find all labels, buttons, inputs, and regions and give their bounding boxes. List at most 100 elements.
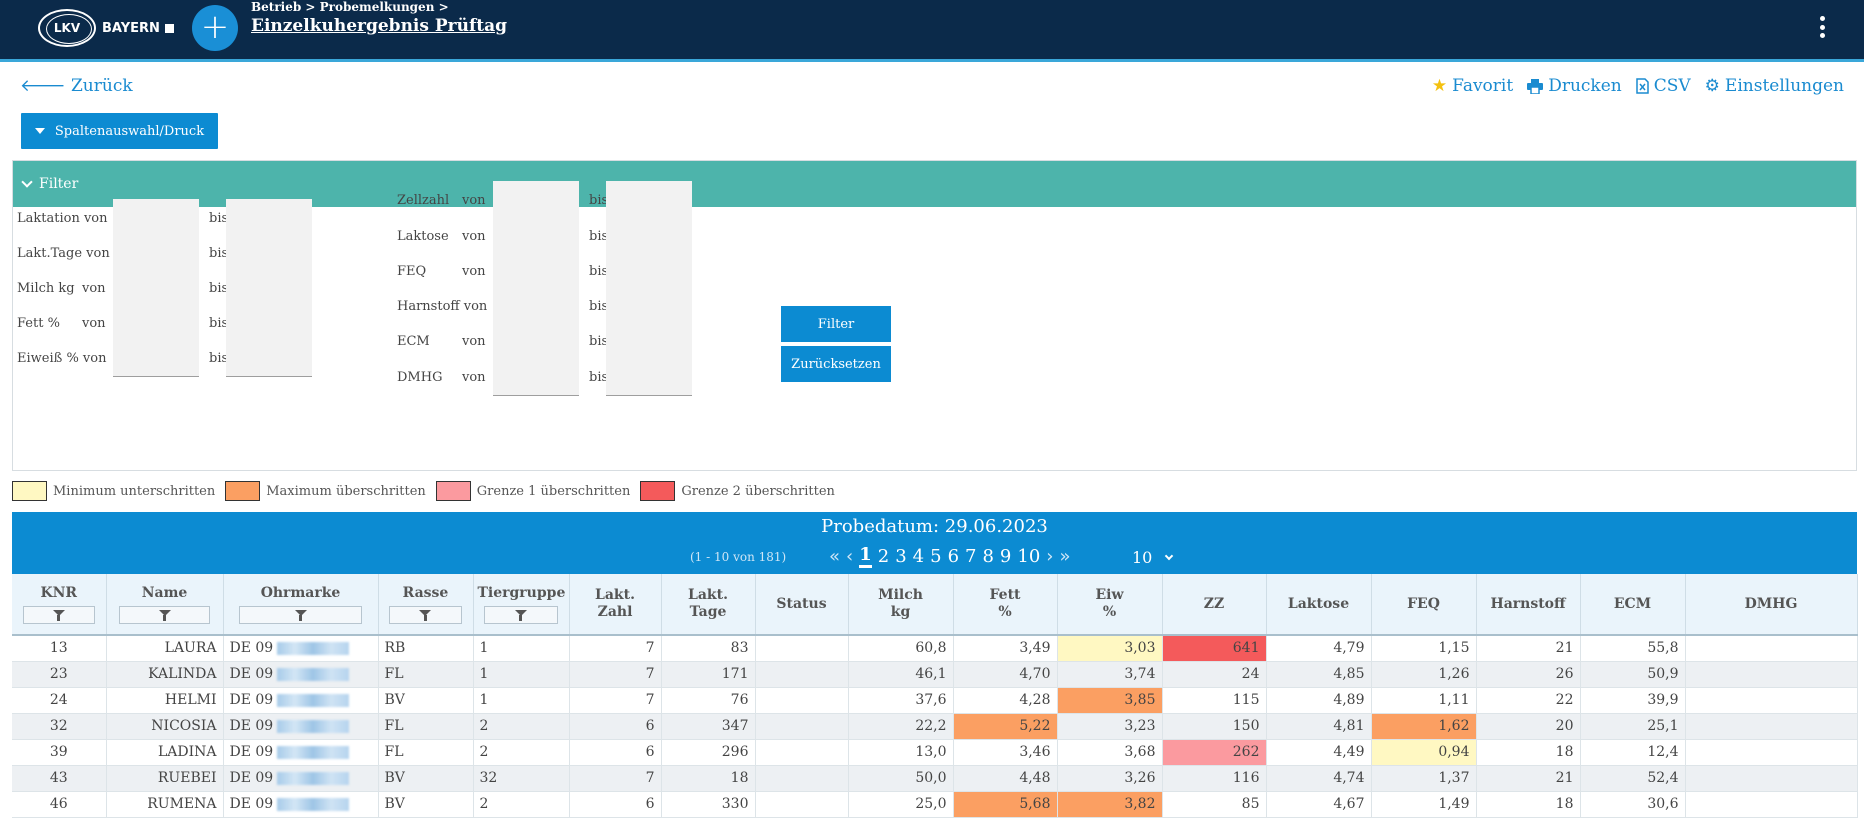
filter-to-input[interactable] [226,304,312,342]
column-header[interactable]: Eiw% [1057,574,1163,636]
page-link[interactable]: 10 [1017,545,1041,567]
back-link[interactable]: 🡐 Zurück [20,76,133,96]
filter-from-input[interactable] [493,358,579,396]
column-header[interactable]: Milch kg [848,574,954,636]
table-row[interactable]: 23 KALINDA DE 09 FL 1 7 171 46,1 4,70 3,74 24 4,85 1… [12,661,1858,688]
page-link[interactable]: 5 [930,545,942,567]
column-header[interactable]: ZZ [1162,574,1267,636]
filter-label: Fett % [17,315,60,331]
cell-dmhg [1685,635,1858,662]
filter-from-input[interactable] [493,287,579,325]
column-filter-icon[interactable] [239,605,362,624]
first-page-icon[interactable]: « [829,545,841,567]
filter-from-input[interactable] [113,234,199,272]
cell-ohrmarke[interactable]: DE 09 [223,791,379,818]
filter-from-input[interactable] [493,181,579,219]
filter-from-input[interactable] [113,199,199,237]
column-header[interactable]: FEQ [1371,574,1477,636]
filter-to-input[interactable] [226,269,312,307]
page-size-select[interactable]: 10 [1132,548,1174,567]
last-page-icon[interactable]: » [1059,545,1071,567]
caret-down-icon [34,128,45,134]
filter-from-input[interactable] [113,269,199,307]
column-filter-icon[interactable] [389,605,462,624]
cell-rasse: FL [378,739,474,766]
column-header[interactable]: Name [106,574,224,636]
cell-ohrmarke[interactable]: DE 09 [223,765,379,792]
column-header[interactable]: Fett% [953,574,1058,636]
filter-from-input[interactable] [493,322,579,360]
column-filter-icon[interactable] [484,605,558,624]
filter-to-input[interactable] [606,322,692,360]
filter-from-input[interactable] [113,339,199,377]
column-header[interactable]: Laktose [1266,574,1372,636]
print-button[interactable]: Drucken [1527,76,1622,96]
cell-ohrmarke[interactable]: DE 09 [223,661,379,688]
column-filter-icon[interactable] [119,605,210,624]
cell-eiw: 3,82 [1057,791,1163,818]
cell-feq: 1,62 [1371,713,1477,740]
column-header[interactable]: Lakt. Tage [661,574,756,636]
column-header[interactable]: DMHG [1685,574,1858,636]
column-header[interactable]: KNR [12,574,107,636]
cell-lakt_zahl: 6 [569,791,662,818]
filter-to-input[interactable] [606,358,692,396]
page-link[interactable]: 6 [947,545,960,567]
table-row[interactable]: 39 LADINA DE 09 FL 2 6 296 13,0 3,46 3,68 262 4,49 0… [12,739,1858,766]
filter-to-input[interactable] [226,234,312,272]
column-header[interactable]: Lakt. Zahl [569,574,662,636]
page-link[interactable]: 8 [982,545,994,567]
cell-ohrmarke[interactable]: DE 09 [223,687,379,714]
cell-rasse: BV [378,791,474,818]
table-row[interactable]: 43 RUEBEI DE 09 BV 32 7 18 50,0 4,48 3,26 116 4,74 1… [12,765,1858,792]
column-header[interactable]: ECM [1580,574,1686,636]
filter-to-input[interactable] [226,339,312,377]
add-button[interactable]: + [192,5,238,51]
column-header[interactable]: Status [755,574,849,636]
filter-from-input[interactable] [113,304,199,342]
page-link[interactable]: 7 [965,545,977,567]
logo-emblem: LKV [38,9,96,47]
filter-row: Laktose von bis [397,217,692,255]
filter-from-input[interactable] [493,217,579,255]
page-link[interactable]: 9 [999,545,1012,567]
column-header[interactable]: Rasse [378,574,474,636]
cell-harnstoff: 21 [1476,765,1581,792]
filter-to-input[interactable] [606,181,692,219]
table-row[interactable]: 46 RUMENA DE 09 BV 2 6 330 25,0 5,68 3,82 85 4,67 1,… [12,791,1858,818]
page-link[interactable]: 2 [877,545,890,567]
settings-button[interactable]: ⚙ Einstellungen [1705,76,1844,96]
column-filter-icon[interactable] [22,605,95,624]
filter-to-input[interactable] [226,199,312,237]
filter-to-input[interactable] [606,252,692,290]
action-bar: ★ Favorit Drucken CSV ⚙ Einstellungen [1432,76,1844,96]
column-header[interactable]: Ohrmarke [223,574,379,636]
next-page-icon[interactable]: › [1046,545,1054,567]
table-row[interactable]: 32 NICOSIA DE 09 FL 2 6 347 22,2 5,22 3,23 150 4,81… [12,713,1858,740]
von-label: von [82,315,106,331]
page-link[interactable]: 4 [912,545,925,567]
column-selection-button[interactable]: Spaltenauswahl/Druck [21,113,218,149]
page-link[interactable]: 1 [859,544,872,568]
prev-page-icon[interactable]: ‹ [846,545,854,567]
chevron-down-icon [21,176,33,188]
page-link[interactable]: 3 [895,545,907,567]
cell-ohrmarke[interactable]: DE 09 [223,713,379,740]
filter-from-input[interactable] [493,252,579,290]
favorite-button[interactable]: ★ Favorit [1432,76,1513,96]
breadcrumb[interactable]: Betrieb > Probemelkungen > [251,0,449,14]
filter-button[interactable]: Filter [781,306,891,342]
lkv-logo[interactable]: LKV BAYERN [38,8,178,48]
column-header[interactable]: Tiergruppe [473,574,570,636]
filter-to-input[interactable] [606,287,692,325]
csv-button[interactable]: CSV [1635,76,1691,96]
table-row[interactable]: 24 HELMI DE 09 BV 1 7 76 37,6 4,28 3,85 115 4,89 1,1… [12,687,1858,714]
more-menu-icon[interactable] [1816,16,1828,38]
filter-toggle[interactable]: Filter [13,161,1856,207]
table-row[interactable]: 13 LAURA DE 09 RB 1 7 83 60,8 3,49 3,03 641 4,79 1,1… [12,635,1858,662]
cell-ohrmarke[interactable]: DE 09 [223,739,379,766]
column-header[interactable]: Harnstoff [1476,574,1581,636]
reset-button[interactable]: Zurücksetzen [781,346,891,382]
filter-to-input[interactable] [606,217,692,255]
cell-ohrmarke[interactable]: DE 09 [223,635,379,662]
